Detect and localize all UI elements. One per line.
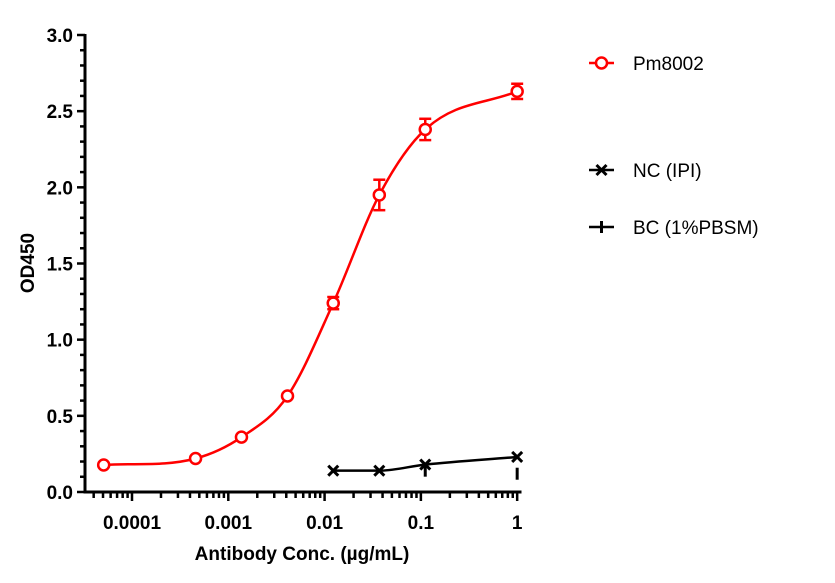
fit-curve <box>333 455 518 472</box>
series-2 <box>423 464 519 480</box>
data-point-circle <box>510 84 524 99</box>
axes: 0.0 0.5 1.0 1.5 2.0 2.5 3.0 0.0001 0.001 0.01 0.1 1 <box>47 26 523 534</box>
data-point-x <box>419 458 432 471</box>
x-stroke <box>419 458 432 471</box>
x-tick-label: 0.0001 <box>103 513 162 534</box>
y-axis-label: OD450 <box>18 233 39 293</box>
data-point-circle <box>234 430 249 444</box>
y-tick-label: 0.5 <box>47 407 74 428</box>
legend: Pm8002 NC (IPI) BC (1%PBSM) <box>589 54 759 239</box>
x-tick-label: 0.01 <box>306 513 343 534</box>
y-tick-label: 3.0 <box>47 26 73 47</box>
legend-label: NC (IPI) <box>633 161 702 182</box>
y-tick-label: 1.0 <box>47 331 73 352</box>
x-stroke <box>595 163 608 177</box>
data-point-circle <box>418 122 432 137</box>
data-point-x <box>511 450 524 464</box>
x-stroke <box>327 464 340 477</box>
data-point-circle <box>96 458 111 472</box>
legend-label: BC (1%PBSM) <box>633 218 759 239</box>
x-tick-label: 0.1 <box>408 513 435 534</box>
data-point-circle <box>372 188 387 202</box>
series-1 <box>327 450 524 477</box>
x-tick-label: 0.001 <box>205 513 253 534</box>
x-tick-label: 1 <box>512 513 523 534</box>
data-point-x <box>595 163 608 177</box>
legend-item: Pm8002 <box>589 54 704 75</box>
x-axis-label: Antibody Conc. (µg/mL) <box>195 544 410 565</box>
y-tick-label: 2.5 <box>47 102 74 123</box>
y-tick-label: 1.5 <box>47 255 74 276</box>
data-point-circle <box>326 296 340 310</box>
data-point-circle <box>280 389 295 403</box>
series-0 <box>96 82 524 472</box>
data-point-x <box>327 464 340 477</box>
y-tick-label: 2.0 <box>47 178 73 199</box>
x-stroke <box>511 450 524 464</box>
data-point-circle <box>594 56 609 70</box>
data-point-circle <box>188 451 203 466</box>
fit-curve <box>103 90 518 467</box>
series-layer <box>96 82 524 480</box>
y-tick-label: 0.0 <box>47 483 73 504</box>
legend-item: BC (1%PBSM) <box>589 218 759 239</box>
legend-label: Pm8002 <box>633 54 704 75</box>
data-point-x <box>373 464 386 477</box>
x-stroke <box>373 464 386 477</box>
legend-item: NC (IPI) <box>589 161 702 182</box>
